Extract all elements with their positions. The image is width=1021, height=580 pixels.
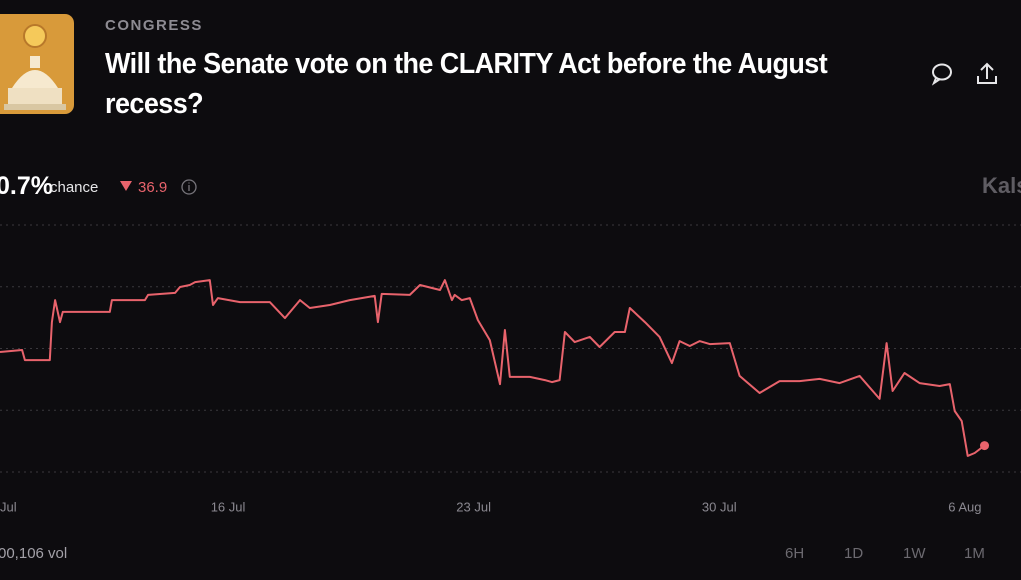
grid: Jul 16 Jul 23 Jul 30 Jul 6 Aug [0, 224, 1021, 514]
x-tick-label: 23 Jul [456, 499, 491, 514]
x-tick-label: 16 Jul [211, 499, 246, 514]
market-icon [0, 14, 74, 114]
chance-value: 0.7% [0, 172, 53, 200]
range-button[interactable]: 1W [903, 545, 926, 562]
x-tick-label: 6 Aug [948, 499, 981, 514]
chance-label: chance [50, 179, 99, 196]
range-button[interactable]: 6H [785, 545, 805, 562]
plot [0, 279, 990, 457]
share-icon[interactable] [977, 62, 997, 84]
change-value: 36.9 [138, 179, 168, 196]
info-icon[interactable] [181, 179, 197, 195]
volume: 00,106 vol [0, 545, 68, 562]
price-line [0, 279, 986, 457]
comment-icon[interactable] [931, 63, 952, 86]
last-point [980, 441, 990, 451]
change-arrow [120, 181, 132, 191]
range-button[interactable]: 1D [844, 545, 864, 562]
x-tick-label: Jul [0, 499, 17, 514]
brand: Kals [982, 173, 1021, 198]
category: CONGRESS [105, 17, 203, 34]
market-title: Will the Senate vote on the CLARITY Act … [105, 48, 828, 120]
x-tick-label: 30 Jul [702, 499, 737, 514]
range-button[interactable]: 1M [964, 545, 985, 562]
